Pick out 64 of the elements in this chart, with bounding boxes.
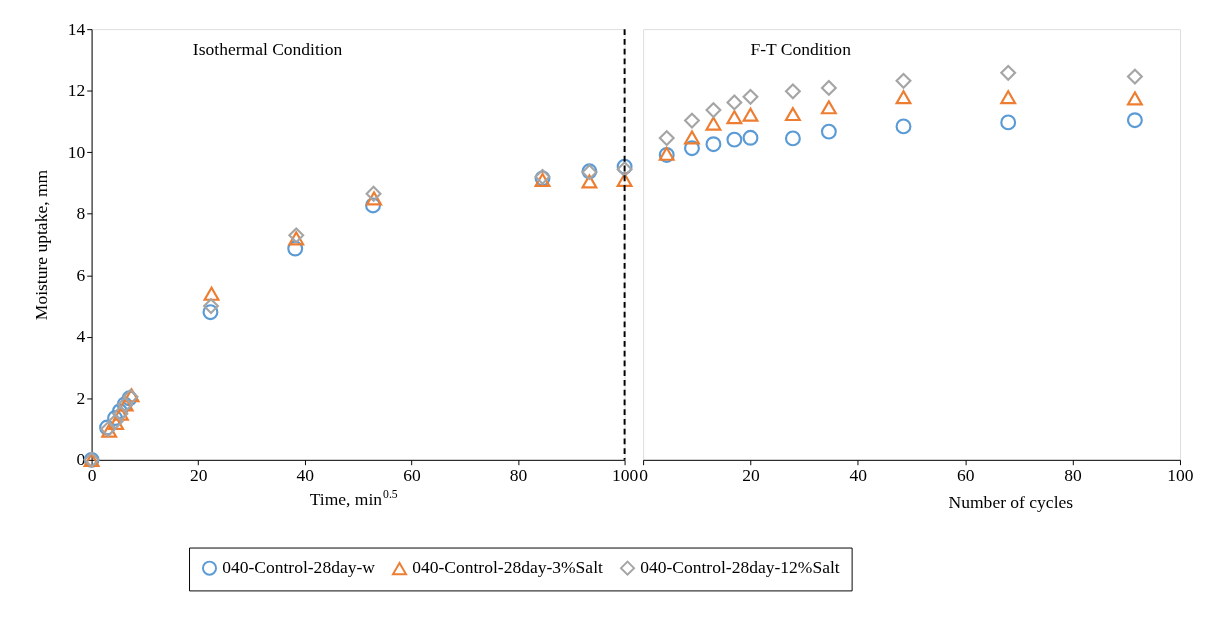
point (726, 110, 743, 125)
y-tick-label: 4 (76, 326, 86, 347)
point (705, 116, 722, 131)
point (742, 129, 759, 146)
annotation: F-T Condition (750, 39, 852, 60)
point (203, 298, 219, 314)
point (684, 140, 700, 157)
y-tick-label: 10 (67, 141, 86, 162)
x-tick-label: 20 (742, 464, 760, 485)
point (705, 102, 722, 119)
point (726, 94, 743, 111)
point (742, 88, 759, 105)
x-tick-label: 40 (849, 464, 868, 485)
y-tick-label: 6 (76, 264, 86, 285)
x-tick-label: 20 (189, 464, 208, 485)
point (705, 136, 722, 153)
point (1126, 112, 1143, 129)
x-tick-label: 60 (403, 464, 421, 485)
x-tick-label: 100 (1167, 464, 1194, 485)
point (287, 240, 304, 257)
point (288, 231, 305, 246)
x-tick-label: 80 (509, 464, 528, 485)
point (203, 286, 220, 301)
legend-label: 040-Control-28day-12%Salt (640, 557, 840, 578)
point (784, 107, 801, 122)
point (895, 118, 912, 135)
point (366, 191, 383, 206)
point (581, 174, 598, 189)
legend-label: 040-Control-28day-3%Salt (412, 557, 603, 578)
y-tick-label: 2 (76, 387, 86, 408)
point (742, 107, 759, 122)
x-tick-label: 80 (1064, 464, 1083, 485)
point (684, 112, 700, 129)
x-tick-label: 0 (639, 464, 649, 485)
point (616, 172, 633, 187)
x-tick-label: 100 (611, 464, 639, 485)
point (658, 130, 675, 147)
point (1000, 64, 1017, 81)
point (365, 185, 382, 202)
point (365, 197, 381, 214)
y-axis-title: Moisture uptake, mm (31, 169, 52, 321)
point (895, 90, 912, 105)
point (684, 130, 700, 145)
x-axis-title: Number of cycles (948, 492, 1074, 513)
point (895, 72, 912, 89)
y-tick-label: 0 (76, 449, 86, 470)
y-tick-label: 8 (76, 203, 86, 224)
point (1000, 90, 1017, 105)
point (820, 100, 837, 115)
point (202, 304, 219, 321)
legend-label: 040-Control-28day-w (222, 557, 376, 578)
point (820, 79, 837, 96)
y-tick-label: 14 (67, 18, 86, 39)
x-tick-label: 40 (296, 464, 315, 485)
annotation: Isothermal Condition (192, 39, 343, 60)
point (784, 83, 801, 100)
point (820, 123, 837, 140)
y-tick-label: 12 (67, 80, 86, 101)
x-tick-label: 60 (956, 464, 975, 485)
point (1000, 114, 1017, 131)
point (1126, 68, 1143, 85)
point (784, 130, 801, 147)
point (1126, 91, 1143, 106)
point (726, 131, 743, 148)
